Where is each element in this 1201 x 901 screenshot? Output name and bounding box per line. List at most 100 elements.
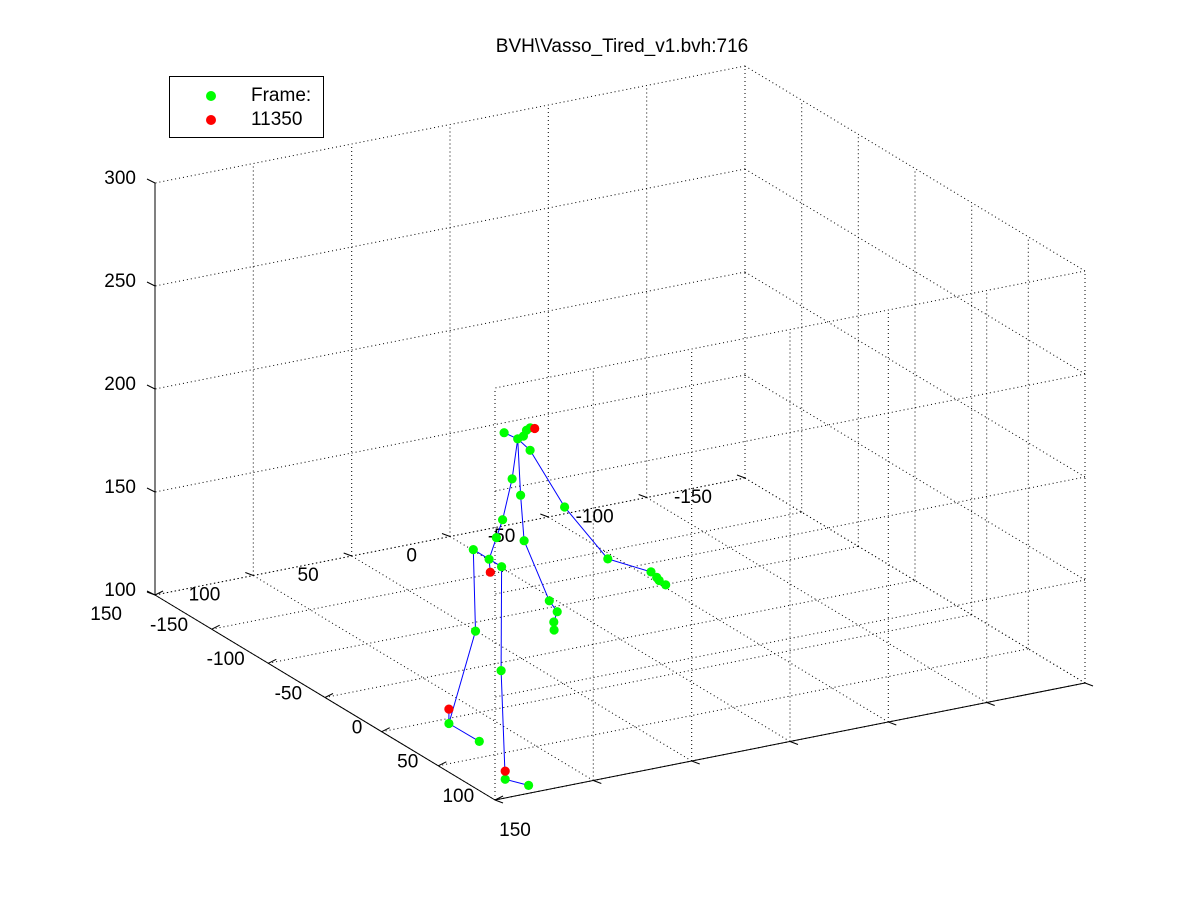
z-tick-mark [146,384,156,390]
y-tick-mark-right [494,799,504,804]
grid-line-side-z [494,270,1086,389]
bone-line [607,558,652,573]
x-tick-mark [324,693,334,698]
grid-line-left-z [154,374,746,493]
bone-line [448,723,480,742]
grid-line-side-z [494,579,1086,698]
grid-line-back-z [744,271,1086,478]
y-tick-mark-right [593,780,602,784]
x-tick-mark [211,624,220,630]
joint-point-right-arm [560,502,570,512]
grid-line-floor-x [324,580,916,698]
joint-point-right-forearm [603,554,613,564]
bone-line [500,670,506,780]
x-tick-label: -100 [207,649,245,670]
z-tick-mark [146,281,156,287]
z-tick-label: 300 [104,168,136,189]
grid-line-floor-y [253,575,594,781]
joint-point-right-ankle [500,774,510,784]
end-point-left-foot-end [444,704,454,714]
bone-line [520,495,525,541]
skeleton-bones [448,427,666,786]
z-tick-label: 100 [104,580,136,601]
x-tick-label: -150 [150,615,188,636]
bone-line [564,506,609,560]
y-tick-label: 100 [189,585,221,606]
x-tick-label: 0 [352,718,363,739]
joint-point-spine [491,533,501,543]
bone-line [511,438,519,479]
x-tick-label: 50 [397,752,418,773]
axis-lines [146,178,1094,804]
z-tick-mark [146,487,156,493]
legend-item-frame: Frame: [170,85,323,107]
grid-line-side-z [494,476,1086,595]
legend-marker-red [206,115,216,125]
joint-point-right-hand-3 [661,580,671,590]
z-tick-label: 200 [104,374,136,395]
joint-point-left-knee [470,626,481,636]
joint-point-right-hand [646,567,656,577]
joint-point-right-shoulder [525,445,535,455]
x-tick-mark [438,761,447,767]
bone-line [500,566,503,671]
legend-marker-green [206,91,216,101]
end-point-head-end [530,423,540,434]
joint-point-left-hand [544,596,554,606]
y-tick-label: -150 [674,487,712,508]
chart-title: BVH\Vasso_Tired_v1.bvh:716 [496,36,748,57]
x-tick-label: 100 [442,786,474,807]
bone-line [472,549,476,632]
joint-point-left-hand-1 [552,607,562,617]
z-tick-label: 250 [104,271,136,292]
bone-line [517,438,522,496]
x-tick-label: 150 [499,820,531,841]
y-tick-mark-right [986,702,995,706]
y-tick-mark-right [691,760,700,765]
tick-labels: 100150200250300-150-100-50050100150-150-… [90,168,712,841]
y-tick-label: 150 [90,604,122,625]
joint-point-left-arm [516,490,526,500]
y-tick-mark-right [789,741,799,745]
skeleton-points [444,423,671,791]
grid-line-left-z [154,271,746,390]
grid-line-floor-x [438,648,1029,767]
joint-point-left-ankle [444,718,454,729]
y-tick-label: 0 [406,546,417,567]
joint-point-left-forearm [519,536,529,546]
joint-point-left-toe [474,736,484,747]
grid-line-left-z [154,65,746,184]
bone-line [529,450,566,508]
grid-line-left-z [154,168,746,287]
x-tick-mark [381,727,390,733]
grid-line-side-z [494,373,1086,492]
joint-point-right-knee [496,666,506,676]
y-tick-mark [343,552,352,557]
bone-line [502,478,513,520]
bone-line [523,540,550,601]
joint-point-right-toe [524,780,534,791]
y-tick-mark [736,474,746,479]
joint-point-right-hip [497,562,507,572]
grid-line-floor-y [646,497,987,703]
y-tick-mark-right [1084,682,1094,687]
x-tick-label: -50 [275,683,302,704]
y-tick-mark-right [888,721,897,726]
x-tick-mark [268,658,277,664]
legend-label-frame: Frame: [251,85,312,106]
legend: Frame: 11350 [169,76,324,138]
joint-point-right-hand-2 [654,575,664,586]
y-tick-label: 50 [298,565,319,586]
joint-point-spine1 [498,515,508,525]
legend-label-11350: 11350 [251,109,303,130]
y-tick-mark [146,591,156,596]
y-tick-mark [540,513,549,518]
joint-point-spine2 [507,474,517,484]
x-tick-mark [154,590,164,596]
joint-point-left-hand-2 [549,617,559,627]
y-tick-mark [638,494,647,498]
joint-point-left-hip [468,545,478,555]
y-tick-mark [441,533,451,537]
grid-line-back-z [744,374,1086,581]
